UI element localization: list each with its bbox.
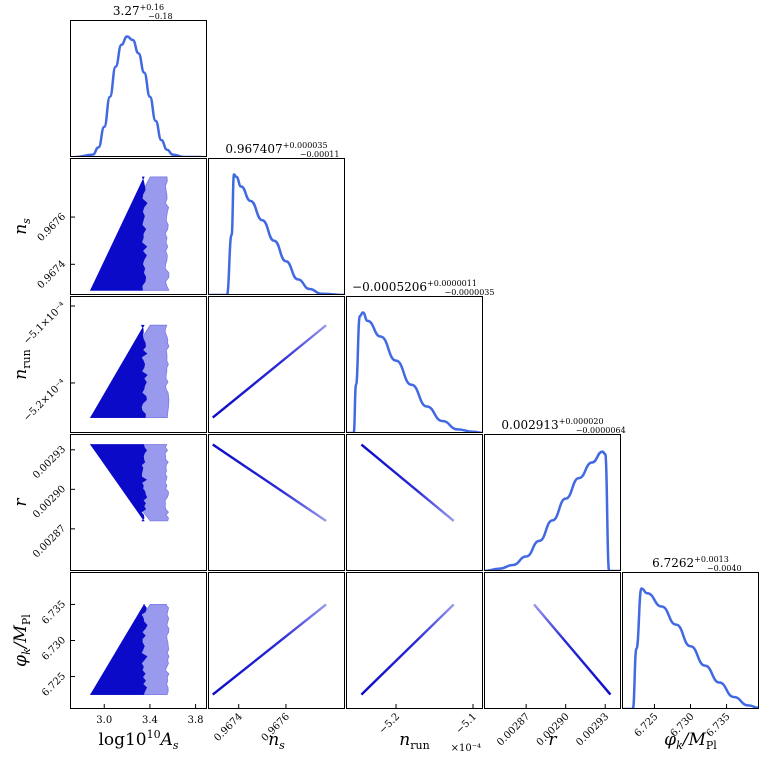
panel-frame [208, 296, 345, 433]
scatter-inner-region [89, 444, 148, 522]
marginal-curve-ns [208, 173, 345, 295]
panel-r-vs-r [484, 434, 621, 571]
y-tick-label: 0.00287 [31, 523, 68, 560]
title-As: 3.27+0.16 [113, 3, 164, 18]
x-offset-label: ×10⁻⁴ [451, 743, 481, 754]
panel-frame [208, 434, 345, 571]
x-tick-label: 3.8 [188, 715, 204, 726]
y-tick-label: 0.9674 [36, 259, 69, 292]
panel-frame [484, 434, 621, 571]
panel-r-vs-nrun [346, 434, 483, 571]
y-tick-label: 0.9676 [36, 211, 69, 244]
panel-nrun-vs-As [70, 296, 207, 433]
marginal-curve-r [484, 450, 621, 571]
marginal-curve-nrun [346, 311, 483, 433]
panel-frame [484, 572, 621, 709]
panel-ns-vs-ns [208, 158, 345, 295]
panel-frame [70, 296, 207, 433]
title-minus-r: −0.0000064 [576, 426, 626, 435]
x-tick-label: 0.00287 [495, 711, 532, 748]
correlation-line-r-nrun [360, 443, 455, 522]
panel-phi-vs-As [70, 572, 207, 709]
x-tick-label: 3.4 [142, 715, 158, 726]
panel-frame [622, 572, 759, 709]
panel-frame [346, 296, 483, 433]
panel-phi-vs-ns [208, 572, 345, 709]
title-minus-As: −0.18 [148, 12, 173, 21]
correlation-line-nrun-ns [211, 324, 327, 419]
y-tick-label: −5.1×10⁻⁴ [22, 300, 68, 346]
correlation-line-phi-r [533, 603, 612, 696]
panel-frame [208, 572, 345, 709]
panel-As-vs-As [70, 20, 207, 157]
marginal-curve-phi [622, 587, 759, 709]
y-axis-label-nrun: nrun [11, 349, 33, 379]
x-tick-label: −5.1 [454, 711, 479, 736]
x-axis-label-r: r [548, 730, 557, 750]
panel-frame [346, 572, 483, 709]
panel-frame [70, 434, 207, 571]
panel-r-vs-As [70, 434, 207, 571]
y-tick-label: 0.00290 [31, 484, 68, 521]
panel-frame [70, 158, 207, 295]
x-axis-label-ns: ns [268, 730, 285, 752]
y-tick-label: 6.730 [40, 635, 68, 663]
correlation-line-phi-nrun [360, 603, 455, 696]
marginal-curve-As [75, 35, 202, 157]
scatter-inner-region [89, 604, 148, 695]
x-axis-label-As: log1010As [98, 728, 178, 752]
correlation-line-r-ns [212, 443, 327, 522]
panel-r-vs-ns [208, 434, 345, 571]
x-tick-label: 0.00293 [574, 711, 611, 748]
x-axis-label-nrun: nrun [399, 730, 429, 752]
title-phi: 6.7262+0.0013 [652, 555, 729, 570]
panel-nrun-vs-nrun [346, 296, 483, 433]
panel-phi-vs-r [484, 572, 621, 709]
panel-ns-vs-As [70, 158, 207, 295]
y-tick-label: −5.2×10⁻⁴ [22, 377, 68, 423]
y-tick-label: 0.00293 [31, 444, 68, 481]
y-axis-label-phi: φk/MPl [11, 614, 33, 667]
panel-frame [346, 434, 483, 571]
title-r: 0.002913+0.000020 [501, 417, 603, 432]
correlation-line-phi-ns [211, 603, 327, 696]
x-tick-label: 3.0 [96, 715, 112, 726]
panel-phi-vs-phi [622, 572, 759, 709]
x-tick-label: 0.9674 [212, 711, 245, 744]
x-axis-label-phi: φk/MPl [664, 730, 717, 752]
title-ns: 0.967407+0.000035 [225, 141, 327, 156]
scatter-inner-region [90, 176, 148, 291]
panel-frame [70, 20, 207, 157]
scatter-inner-region [89, 324, 148, 418]
panel-phi-vs-nrun [346, 572, 483, 709]
title-minus-ns: −0.00011 [300, 150, 340, 159]
x-tick-label: 6.725 [633, 711, 661, 739]
panel-frame [208, 158, 345, 295]
title-minus-phi: −0.0040 [707, 564, 742, 573]
y-axis-label-ns: ns [11, 218, 33, 235]
y-axis-label-r: r [11, 498, 31, 507]
y-tick-label: 6.725 [40, 671, 68, 699]
x-tick-label: 6.735 [705, 711, 733, 739]
title-minus-nrun: −0.0000035 [445, 288, 495, 297]
title-nrun: −0.0005206+0.0000011 [352, 279, 477, 294]
panel-nrun-vs-ns [208, 296, 345, 433]
y-tick-label: 6.735 [40, 599, 68, 627]
